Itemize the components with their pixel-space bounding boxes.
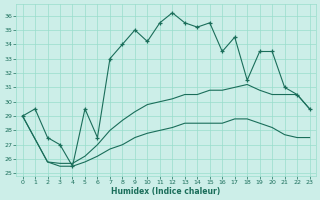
X-axis label: Humidex (Indice chaleur): Humidex (Indice chaleur) [111,187,221,196]
